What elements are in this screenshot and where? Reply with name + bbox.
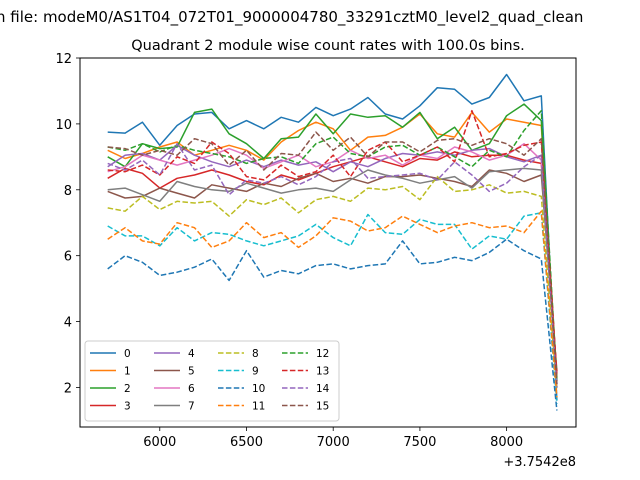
legend-label-1: 1 — [124, 366, 131, 378]
legend-label-12: 12 — [316, 348, 329, 360]
legend-label-2: 2 — [124, 383, 131, 395]
y-tick-label: 8 — [64, 184, 72, 199]
legend-label-11: 11 — [252, 401, 265, 413]
legend-label-6: 6 — [188, 383, 195, 395]
series-line-2 — [107, 103, 558, 388]
series-line-10 — [107, 238, 558, 411]
x-tick-label: 6500 — [230, 435, 263, 450]
series-line-5 — [107, 169, 558, 372]
legend-label-3: 3 — [124, 401, 131, 413]
series-layer — [107, 73, 558, 411]
x-tick-label: 6000 — [143, 435, 176, 450]
x-tick-label: 8000 — [490, 435, 523, 450]
suptitle: n file: modeM0/AS1T04_072T01_9000004780_… — [0, 8, 583, 27]
y-tick-label: 2 — [64, 381, 72, 396]
x-axis: 6000 6500 7000 7500 8000 — [143, 427, 523, 450]
x-offset-label: +3.7542e8 — [503, 455, 576, 470]
series-line-4 — [107, 144, 558, 385]
legend-label-7: 7 — [188, 401, 195, 413]
series-line-7 — [107, 167, 558, 381]
y-axis: 2 4 6 8 10 12 — [55, 52, 80, 396]
series-line-0 — [107, 73, 558, 401]
x-tick-label: 7000 — [317, 435, 350, 450]
plot-frame — [79, 57, 577, 428]
series-line-15 — [107, 131, 558, 385]
series-line-14 — [107, 142, 558, 388]
series-line-9 — [107, 212, 558, 404]
series-line-11 — [107, 210, 558, 398]
y-tick-label: 10 — [55, 118, 72, 133]
legend-label-15: 15 — [316, 401, 329, 413]
legend-label-0: 0 — [124, 348, 131, 360]
legend-label-13: 13 — [316, 366, 329, 378]
y-tick-label: 4 — [64, 316, 72, 331]
legend-label-14: 14 — [316, 383, 330, 395]
legend-label-10: 10 — [252, 383, 265, 395]
legend-label-9: 9 — [252, 366, 259, 378]
series-line-3 — [107, 151, 558, 378]
legend-label-8: 8 — [252, 348, 259, 360]
x-tick-label: 7500 — [403, 435, 436, 450]
y-tick-label: 6 — [64, 250, 72, 265]
legend-label-5: 5 — [188, 366, 195, 378]
chart-title: Quadrant 2 module wise count rates with … — [131, 38, 525, 54]
y-tick-label: 12 — [55, 52, 72, 67]
legend-label-4: 4 — [188, 348, 195, 360]
series-line-12 — [107, 109, 558, 381]
legend-box — [84, 340, 340, 422]
